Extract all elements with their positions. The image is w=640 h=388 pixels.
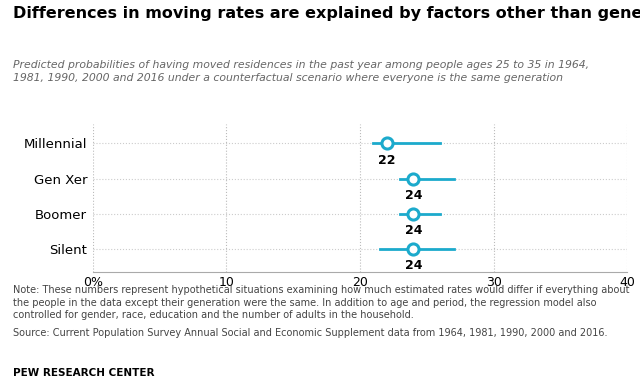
Text: 22: 22 bbox=[378, 154, 396, 167]
Text: Note: These numbers represent hypothetical situations examining how much estimat: Note: These numbers represent hypothetic… bbox=[13, 285, 629, 320]
Text: 24: 24 bbox=[404, 259, 422, 272]
Text: 24: 24 bbox=[404, 189, 422, 202]
Text: PEW RESEARCH CENTER: PEW RESEARCH CENTER bbox=[13, 368, 154, 378]
Text: Source: Current Population Survey Annual Social and Economic Supplement data fro: Source: Current Population Survey Annual… bbox=[13, 328, 607, 338]
Text: Predicted probabilities of having moved residences in the past year among people: Predicted probabilities of having moved … bbox=[13, 60, 589, 83]
Text: Differences in moving rates are explained by factors other than generation: Differences in moving rates are explaine… bbox=[13, 6, 640, 21]
Text: 24: 24 bbox=[404, 224, 422, 237]
